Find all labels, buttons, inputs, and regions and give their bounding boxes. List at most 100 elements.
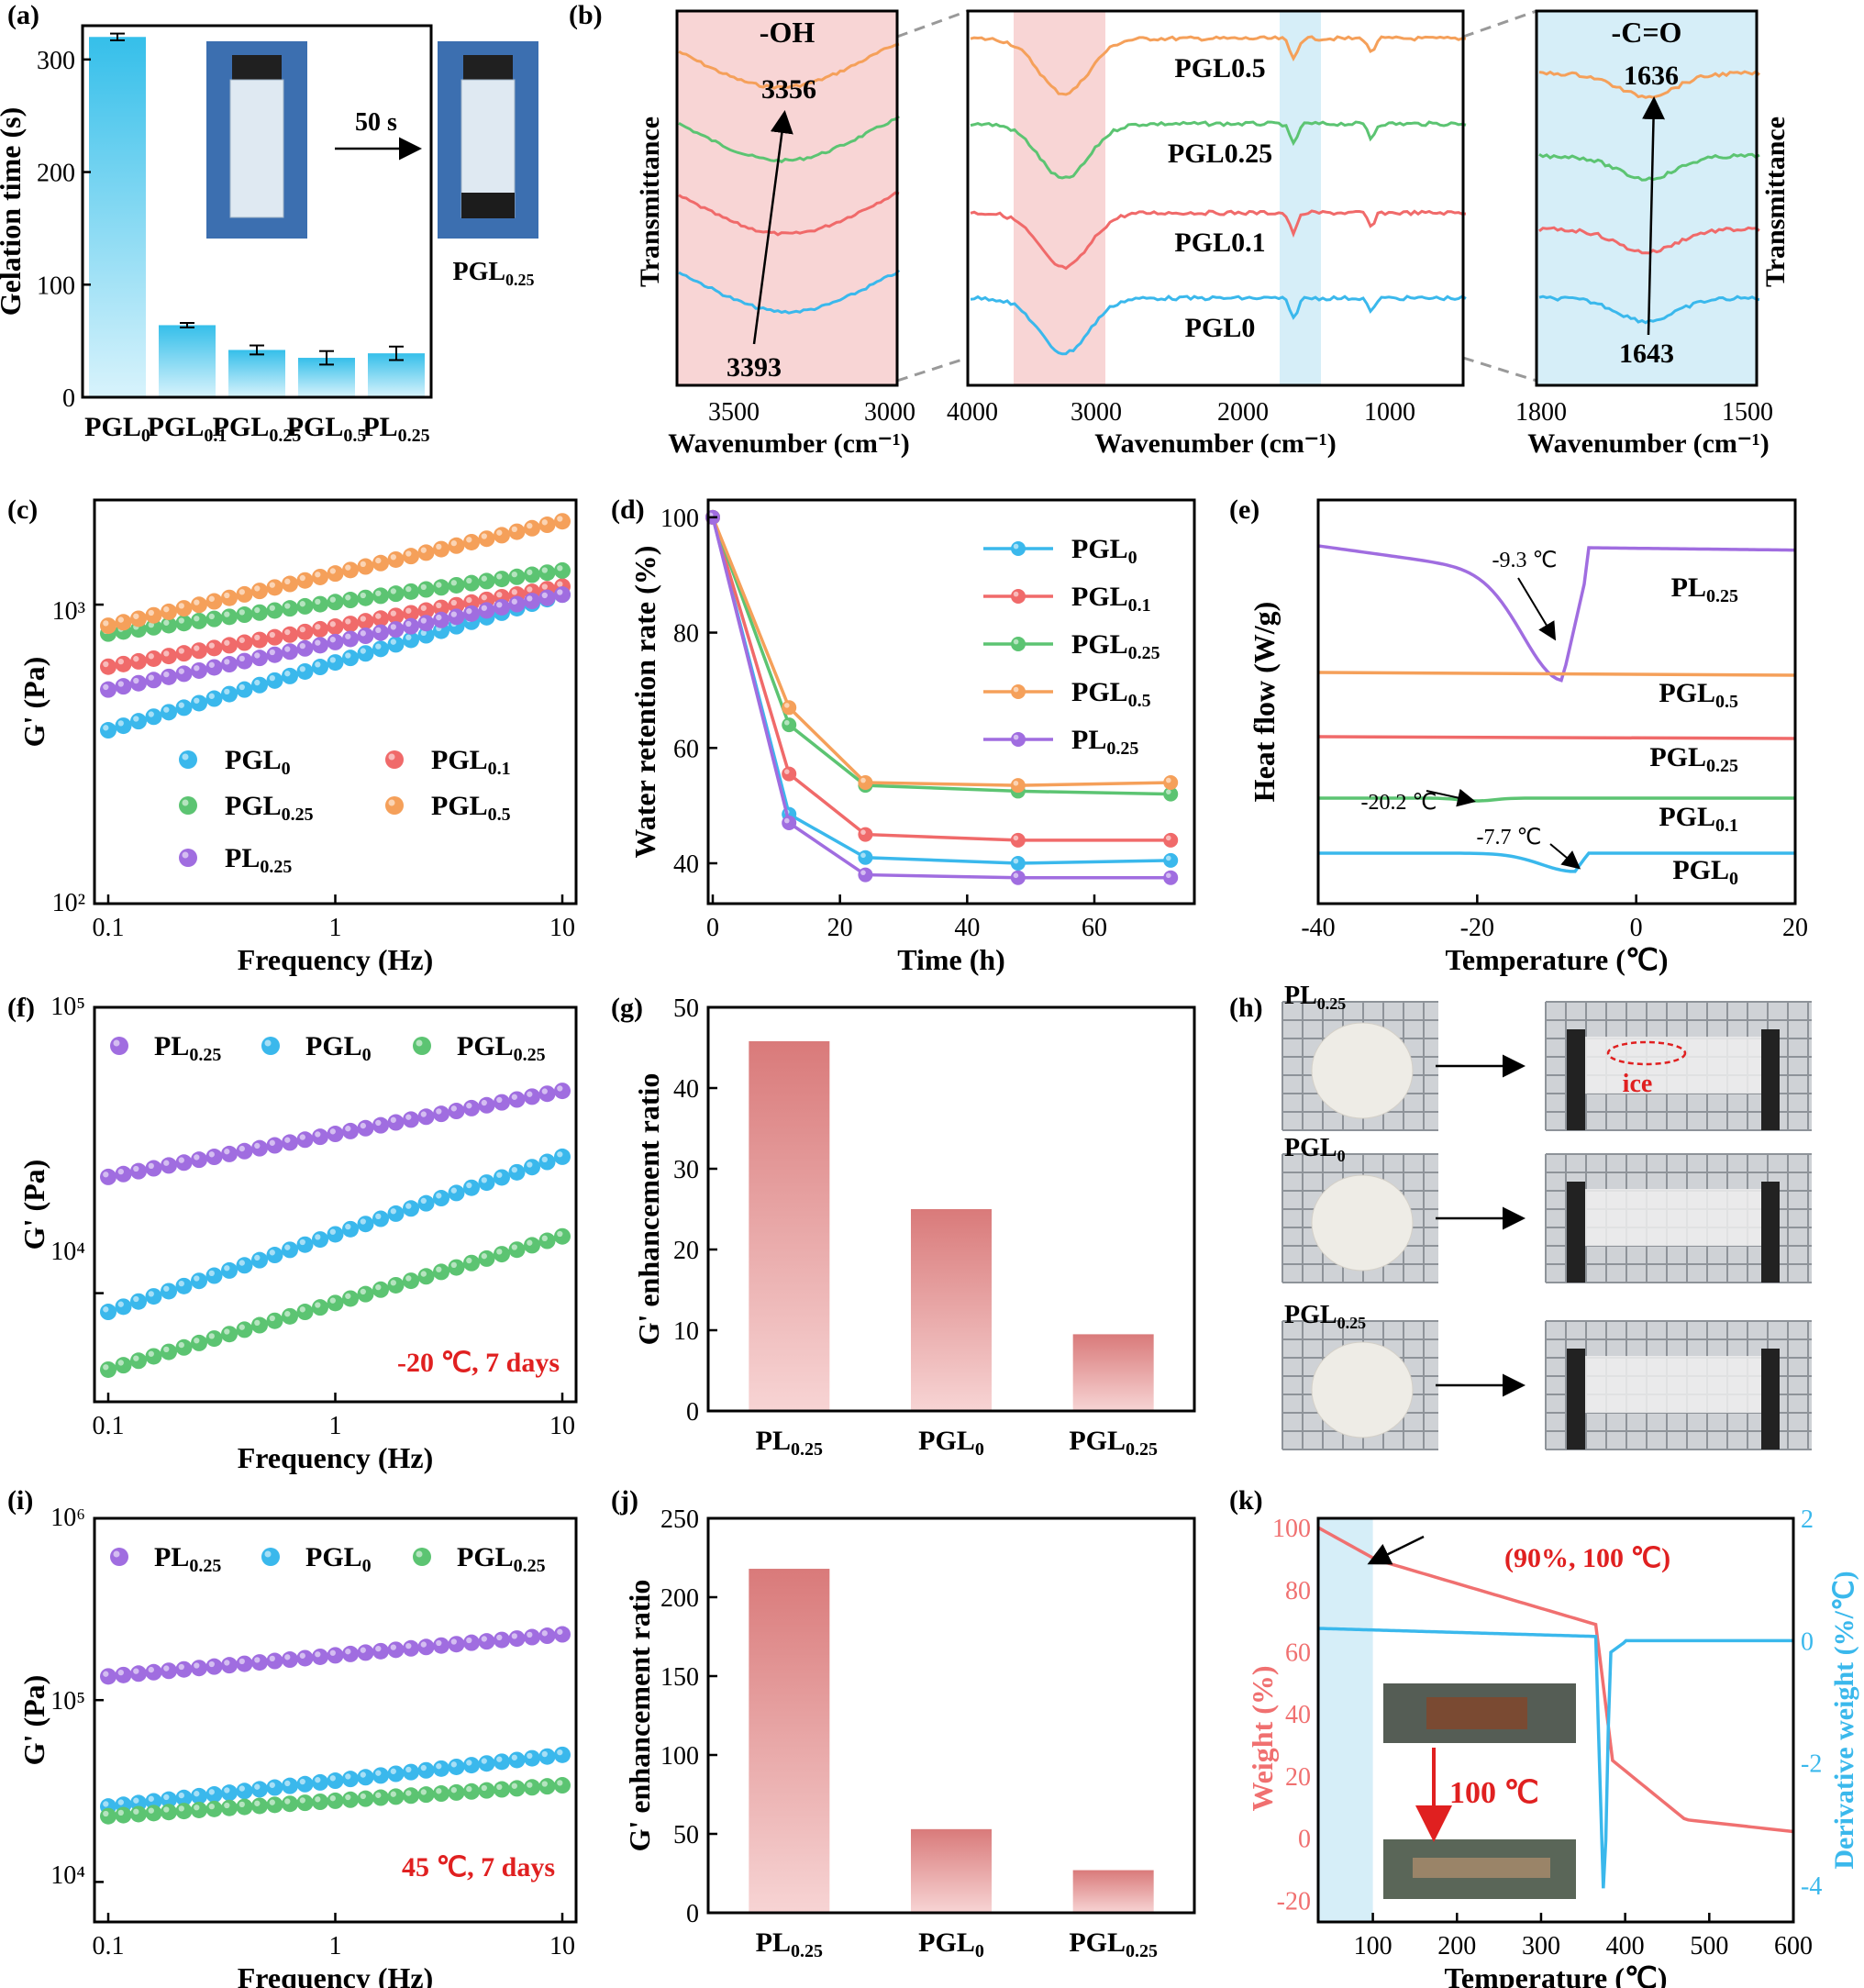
- data-point-PGL0.25: [524, 566, 540, 583]
- point-highlight: [405, 1114, 412, 1120]
- point-highlight: [860, 777, 866, 783]
- data-point-PGL0.25: [191, 1801, 207, 1818]
- point-highlight: [345, 1223, 351, 1230]
- point-highlight: [557, 589, 563, 595]
- point-highlight: [208, 661, 215, 668]
- point-highlight: [345, 1126, 351, 1132]
- point-highlight: [541, 1235, 548, 1241]
- point-highlight: [178, 1341, 184, 1349]
- data-point-PGL0.5: [417, 544, 435, 561]
- bar-PL0.25: [749, 1040, 830, 1411]
- data-point-PGL0: [463, 1757, 480, 1774]
- plot-frame: [93, 1005, 578, 1404]
- point-highlight: [178, 1792, 184, 1799]
- arrow: [1426, 788, 1476, 807]
- data-point-PGL0: [538, 1748, 556, 1765]
- annotation: 3356: [761, 74, 816, 105]
- zoom-connector: [896, 9, 969, 39]
- point-highlight: [329, 1649, 336, 1656]
- point-highlight: [224, 1787, 230, 1794]
- plot-frame: [1316, 1516, 1795, 1924]
- data-point-PGL0.5: [524, 519, 540, 537]
- data-point-PGL0: [417, 1194, 435, 1212]
- data-point-PGL0: [312, 659, 328, 676]
- point-highlight: [345, 652, 351, 659]
- point-highlight: [163, 1160, 170, 1166]
- x-axis-title: Wavenumber (cm⁻¹): [1527, 428, 1769, 459]
- stretched-sample: [1573, 1356, 1775, 1413]
- data-point-PL0.25: [205, 659, 223, 676]
- data-point-PGL0.25: [463, 574, 480, 592]
- data-point-PGL0.25: [282, 1307, 298, 1325]
- data-point-PL0.25: [372, 1642, 389, 1660]
- point-highlight: [466, 1637, 472, 1644]
- data-point-PGL0.25: [130, 1352, 147, 1370]
- legend-marker: [179, 796, 197, 815]
- point-highlight: [269, 1139, 275, 1146]
- point-highlight: [103, 1801, 109, 1807]
- data-point-PGL0: [161, 704, 177, 721]
- point-highlight: [329, 1775, 336, 1782]
- point-highlight: [284, 578, 291, 584]
- point-highlight: [390, 1116, 396, 1123]
- data-point-PGL0: [145, 708, 162, 726]
- legend-label: PGL0.25: [457, 1542, 546, 1576]
- point-highlight: [436, 1788, 442, 1794]
- point-highlight: [375, 1770, 382, 1776]
- point-highlight: [496, 1172, 503, 1178]
- data-point-PL0.25: [115, 1165, 132, 1183]
- point-highlight: [450, 1638, 457, 1645]
- data-point-PGL0: [1010, 856, 1026, 871]
- x-tick-label: 0.1: [93, 1412, 125, 1440]
- data-point-PGL0.25: [448, 1259, 465, 1276]
- data-point-PGL0: [524, 1749, 540, 1767]
- point-highlight: [345, 1794, 351, 1801]
- data-point-PL0.25: [221, 656, 238, 673]
- data-point-PL0.25: [1163, 870, 1179, 885]
- data-point-PGL0.25: [357, 1790, 374, 1807]
- data-point-PL0.25: [312, 637, 328, 654]
- point-highlight: [117, 616, 124, 623]
- point-highlight: [405, 550, 412, 557]
- data-point-PGL0.25: [357, 589, 374, 606]
- data-point-PGL0: [524, 1159, 540, 1176]
- data-point-PGL0: [251, 1251, 268, 1269]
- data-point-PGL0.25: [115, 1357, 132, 1374]
- data-point-PGL0: [251, 676, 268, 694]
- point-highlight: [148, 1795, 154, 1802]
- y-tick-label: 10³: [52, 597, 85, 626]
- point-highlight: [133, 613, 139, 619]
- data-point-PGL0: [387, 636, 405, 653]
- data-point-PGL0: [115, 717, 132, 735]
- annotation: 3393: [727, 352, 782, 383]
- data-point-PGL0: [478, 1755, 495, 1772]
- data-point-PGL0: [266, 672, 283, 689]
- y-axis-title: Transmittance: [635, 117, 665, 287]
- x-tick-label: 3000: [1071, 398, 1122, 427]
- data-point-PGL0.5: [372, 554, 389, 572]
- data-point-PL0.25: [494, 1631, 510, 1649]
- vial-cap: [232, 55, 282, 81]
- point-highlight: [178, 617, 184, 624]
- point-highlight: [284, 1798, 291, 1805]
- legend-marker: [179, 849, 197, 867]
- ice-label: ice: [1623, 1070, 1653, 1098]
- x-tick-label: 4000: [947, 398, 998, 427]
- data-point-PL0.25: [448, 1636, 465, 1653]
- point-highlight: [163, 606, 170, 613]
- data-point-PGL0.25: [236, 1321, 253, 1338]
- point-highlight: [466, 1785, 472, 1793]
- data-point-PGL0: [130, 713, 147, 730]
- data-point-PL0.25: [130, 1162, 147, 1180]
- data-point-PGL0.25: [417, 1268, 435, 1285]
- point-highlight: [481, 575, 487, 582]
- point-highlight: [239, 1785, 245, 1792]
- point-highlight: [1013, 686, 1019, 693]
- point-highlight: [481, 605, 487, 611]
- data-point-PGL0: [236, 1257, 253, 1274]
- x-tick-label: PGL0.1: [148, 412, 227, 446]
- data-point-PL0.25: [327, 1647, 344, 1664]
- data-point-PGL0: [554, 1148, 571, 1165]
- x-tick-label: 3500: [708, 398, 760, 427]
- x-tick-label: 0: [1630, 914, 1643, 942]
